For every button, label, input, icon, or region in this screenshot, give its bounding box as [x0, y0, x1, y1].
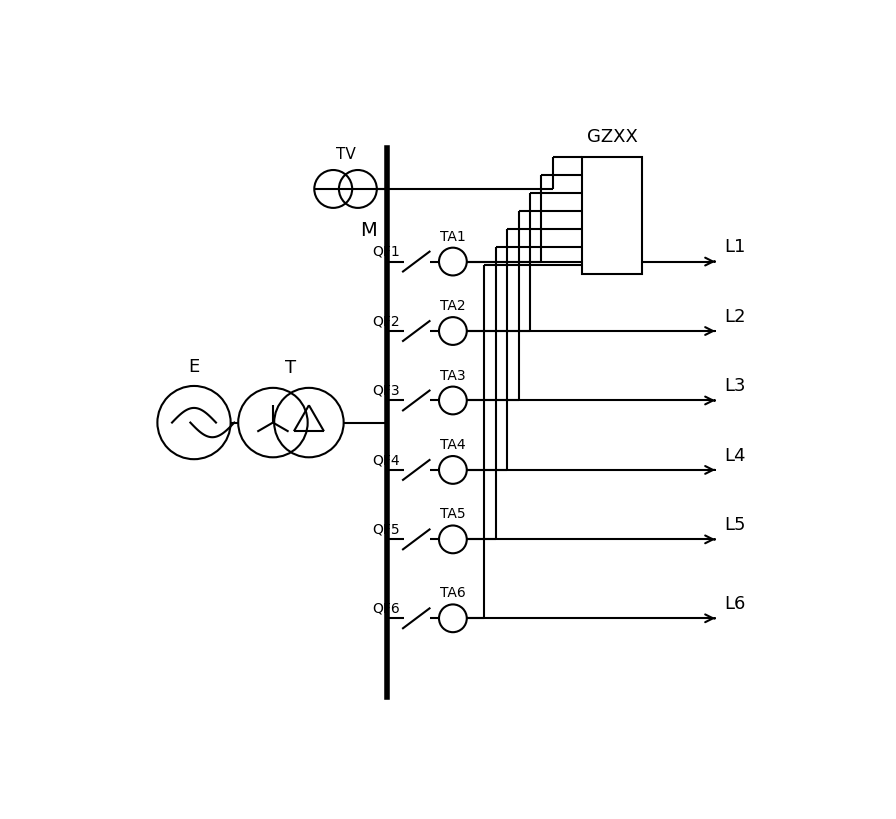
Text: E: E [188, 357, 200, 375]
Text: TA2: TA2 [440, 299, 466, 313]
Text: TA1: TA1 [440, 229, 466, 243]
Text: L2: L2 [724, 307, 745, 325]
Text: L5: L5 [724, 515, 745, 533]
Text: TV: TV [336, 147, 356, 161]
Text: TA3: TA3 [440, 368, 466, 382]
Text: L3: L3 [724, 377, 745, 395]
Text: QF3: QF3 [372, 383, 400, 397]
Text: TA6: TA6 [440, 586, 466, 600]
Text: TA5: TA5 [440, 507, 466, 521]
Text: QF6: QF6 [372, 601, 400, 615]
Text: M: M [360, 221, 377, 240]
Text: QF1: QF1 [372, 245, 400, 259]
Text: L4: L4 [724, 446, 745, 464]
Text: QF2: QF2 [372, 314, 400, 328]
Text: L6: L6 [724, 595, 745, 613]
Text: GZXX: GZXX [587, 128, 637, 146]
Text: T: T [285, 359, 297, 377]
Text: QF5: QF5 [372, 522, 400, 536]
Text: TA4: TA4 [440, 437, 466, 451]
Bar [582, 158, 642, 275]
Text: QF4: QF4 [372, 453, 400, 467]
Text: L1: L1 [724, 238, 745, 256]
